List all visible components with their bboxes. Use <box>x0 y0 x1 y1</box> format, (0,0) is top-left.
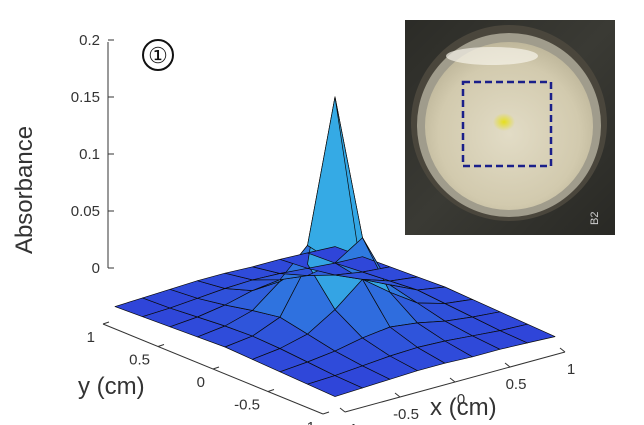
y-tick-mark <box>102 321 110 325</box>
roi-box <box>461 80 553 168</box>
y-tick-mark <box>157 344 165 347</box>
surface-cell <box>307 96 363 264</box>
x-axis-ticks: -1 -0.5 0 0.5 1 <box>339 347 575 425</box>
y-tick-label: 1 <box>87 329 95 346</box>
well-photo-inset: B2 <box>405 20 615 235</box>
yellow-spot <box>493 113 515 131</box>
z-tick-label: 0.05 <box>71 203 100 220</box>
well-glare <box>446 47 538 65</box>
plot-axes: 0 0.05 0.1 0.15 0.2 1 0.5 0 -0.5 -1 -1 -0.5 0 0.5 1 <box>71 32 575 425</box>
x-tick-mark <box>394 392 401 398</box>
panel-number-badge: ① <box>142 39 174 71</box>
x-axis-label: x (cm) <box>430 394 497 421</box>
x-tick-label: 1 <box>567 361 575 378</box>
surface-cell <box>499 323 556 344</box>
z-tick-label: 0.2 <box>79 32 100 49</box>
x-tick-label: 0 <box>457 391 465 408</box>
panel-number-ring <box>142 39 174 71</box>
y-tick-label: 0.5 <box>129 352 150 369</box>
y-tick-label: 0 <box>197 374 205 391</box>
plate-label: B2 <box>589 212 601 225</box>
y-tick-mark <box>322 411 330 415</box>
x-tick-label: -1 <box>344 421 357 425</box>
y-tick-mark <box>267 389 275 392</box>
z-tick-label: 0 <box>92 260 100 277</box>
x-tick-label: -0.5 <box>393 406 419 423</box>
z-tick-label: 0.1 <box>79 146 100 163</box>
y-tick-mark <box>212 366 220 370</box>
x-tick-mark <box>504 362 511 368</box>
panel-number-label: ① <box>148 43 168 68</box>
x-tick-mark <box>559 347 566 353</box>
y-tick-label: -0.5 <box>234 397 260 414</box>
x-tick-mark <box>449 377 456 383</box>
x-tick-label: 0.5 <box>506 376 527 393</box>
z-tick-label: 0.15 <box>71 89 100 106</box>
z-axis-ticks: 0 0.05 0.1 0.15 0.2 <box>71 32 114 277</box>
surface-plot <box>114 96 556 397</box>
z-axis-label: Absorbance <box>11 126 38 254</box>
x-tick-mark <box>339 407 346 413</box>
y-axis-ticks: 1 0.5 0 -0.5 -1 <box>87 321 330 425</box>
y-axis-label: y (cm) <box>78 373 145 400</box>
y-tick-label: -1 <box>302 419 315 425</box>
